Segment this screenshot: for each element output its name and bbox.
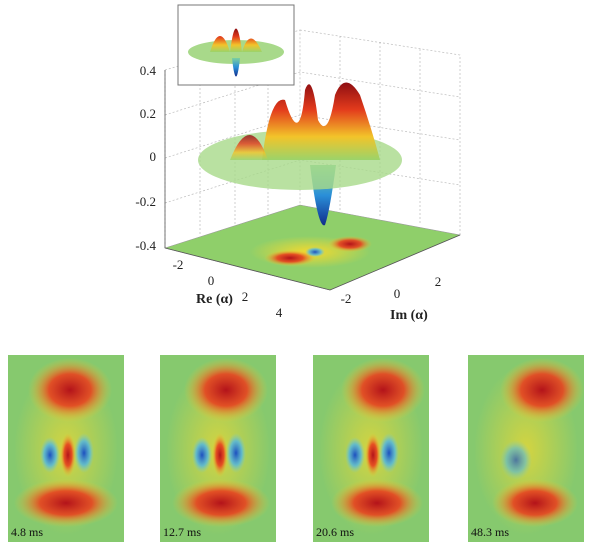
panel: 48.3 ms	[468, 355, 584, 542]
re-tick-label: -2	[173, 257, 184, 272]
blob	[184, 358, 268, 422]
panel: 20.6 ms	[313, 355, 429, 542]
blob	[74, 433, 94, 473]
z-tick-label: 0	[150, 149, 157, 164]
blob	[192, 437, 212, 473]
im-axis-label: Im (α)	[390, 308, 428, 323]
blob	[40, 437, 60, 473]
blob	[60, 433, 76, 477]
panel: 12.7 ms	[160, 355, 276, 542]
blob	[172, 479, 270, 527]
panel-time-label: 12.7 ms	[163, 525, 201, 539]
blob	[28, 358, 112, 422]
blob	[345, 437, 365, 473]
panel: 4.8 ms	[8, 355, 124, 542]
blob	[500, 440, 532, 480]
blob	[379, 433, 399, 473]
blob	[212, 433, 228, 477]
im-tick-label: 2	[435, 274, 442, 289]
z-tick-label: -0.4	[135, 238, 156, 253]
z-tick-label: 0.4	[140, 63, 157, 78]
blob	[331, 479, 423, 527]
blob	[341, 358, 425, 422]
z-tick-label: -0.2	[135, 194, 156, 209]
z-tick-label: 0.2	[140, 106, 156, 121]
blob	[14, 479, 118, 527]
blob	[226, 433, 246, 473]
blob	[365, 433, 381, 477]
re-tick-label: 0	[208, 273, 215, 288]
panel-time-label: 4.8 ms	[11, 525, 43, 539]
im-tick-label: 0	[394, 286, 401, 301]
figure: Re (α) Im (α) 4.8 ms 12.7 ms 20.6 ms 48.3 m…	[0, 0, 604, 542]
re-tick-label: 2	[242, 289, 249, 304]
panel-time-label: 20.6 ms	[316, 525, 354, 539]
blob	[500, 358, 584, 422]
im-tick-label: -2	[341, 291, 352, 306]
panel-time-label: 48.3 ms	[471, 525, 509, 539]
blob	[492, 479, 578, 527]
time-panels: 4.8 ms 12.7 ms 20.6 ms 48.3 ms	[8, 355, 584, 542]
re-axis-label: Re (α)	[196, 292, 233, 307]
re-tick-label: 4	[276, 305, 283, 320]
